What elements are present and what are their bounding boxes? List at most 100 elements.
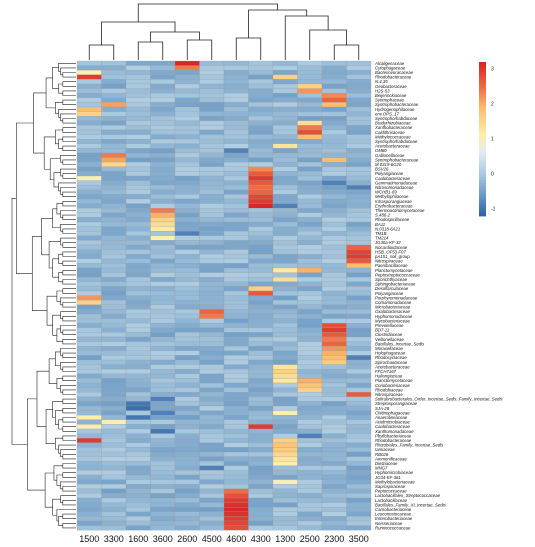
heatmap-cell (150, 369, 176, 374)
heatmap-cell (101, 125, 127, 131)
heatmap-cell (321, 378, 347, 384)
heatmap-cell (223, 387, 249, 393)
row-label: Anaerolineaceae (374, 415, 408, 420)
heatmap-cell (150, 129, 176, 135)
heatmap-cell (272, 341, 298, 347)
heatmap-cell (199, 277, 225, 282)
row-label: Caulobacteraceae (375, 424, 410, 429)
dendrogram-branch (55, 437, 63, 450)
heatmap-cell (297, 217, 323, 223)
heatmap-cell (346, 129, 372, 135)
dendrogram-branch (62, 417, 76, 423)
heatmap-cell (223, 378, 249, 384)
legend-color-step (479, 203, 486, 207)
heatmap-cell (223, 410, 249, 416)
row-label: Streptosporangiaceae (375, 401, 418, 406)
heatmap-cell (346, 507, 372, 512)
heatmap-cell (174, 470, 200, 476)
heatmap-cell (248, 208, 274, 213)
heatmap-cell (76, 60, 102, 66)
heatmap-cell (150, 401, 176, 407)
heatmap-cell (101, 382, 127, 388)
dendrogram-branch (62, 389, 76, 395)
heatmap-cell (272, 148, 298, 154)
heatmap-cell (297, 516, 323, 522)
heatmap-cell (248, 125, 274, 131)
heatmap-cell (174, 373, 200, 379)
heatmap-cell (346, 226, 372, 232)
legend-color-step (479, 156, 486, 160)
heatmap-cell (101, 212, 127, 218)
heatmap-cell (125, 309, 151, 315)
heatmap-cell (223, 415, 249, 420)
heatmap-cell (76, 364, 102, 370)
heatmap-cell (272, 120, 298, 126)
dendrogram-branch (62, 201, 76, 207)
heatmap-cell (297, 157, 323, 163)
heatmap-cell (125, 65, 151, 71)
heatmap-cell (297, 424, 323, 430)
heatmap-cell (321, 70, 347, 75)
heatmap-cell (76, 254, 102, 259)
heatmap-cell (174, 442, 200, 448)
heatmap-cell (297, 295, 323, 301)
dendrogram-branch (58, 83, 63, 94)
heatmap-cell (297, 175, 323, 181)
heatmap-cell (150, 157, 176, 163)
heatmap-cell (321, 106, 347, 112)
heatmap-cell (272, 97, 298, 103)
heatmap-cell (150, 97, 176, 103)
row-label: Sphingobacteriaceae (375, 282, 416, 287)
heatmap-cell (199, 88, 225, 94)
heatmap-cell (101, 442, 127, 448)
heatmap-cell (101, 428, 127, 434)
heatmap-cell (174, 286, 200, 292)
heatmap-cell (76, 341, 102, 347)
heatmap-cell (174, 474, 200, 480)
heatmap-cell (199, 208, 225, 213)
heatmap-cell (248, 511, 274, 517)
heatmap-cell (346, 157, 372, 163)
heatmap-cell (76, 415, 102, 420)
legend-color-step (479, 169, 486, 173)
dendrogram-branch (62, 242, 76, 248)
heatmap-cell (346, 231, 372, 236)
heatmap-cell (150, 171, 176, 177)
dendrogram-branch (58, 182, 76, 192)
heatmap-cell (346, 116, 372, 121)
heatmap-cell (150, 148, 176, 154)
heatmap-cell (272, 212, 298, 218)
heatmap-cell (76, 373, 102, 379)
heatmap-cell (272, 203, 298, 209)
heatmap-cell (321, 157, 347, 163)
heatmap-cell (346, 281, 372, 287)
row-label: FFCH7167 (375, 369, 397, 374)
heatmap-cell (223, 369, 249, 374)
heatmap-cell (223, 456, 249, 462)
heatmap-cell (76, 396, 102, 402)
heatmap-cell (223, 493, 249, 499)
legend-color-step (479, 74, 486, 78)
heatmap-cell (248, 111, 274, 117)
heatmap-cell (346, 79, 372, 85)
heatmap-cell (150, 336, 176, 342)
row-label: Caldithrixaceae (375, 130, 405, 135)
heatmap-cell (272, 461, 298, 466)
heatmap-cell (223, 249, 249, 255)
dendrogram-branch (58, 253, 63, 264)
heatmap-cell (150, 474, 176, 480)
heatmap-cell (346, 369, 372, 374)
heatmap-cell (76, 244, 102, 250)
heatmap-cell (297, 88, 323, 94)
heatmap-cell (346, 497, 372, 503)
heatmap-cell (297, 309, 323, 315)
heatmap-cell (150, 93, 176, 98)
heatmap-cell (174, 212, 200, 218)
heatmap-cell (346, 479, 372, 485)
heatmap-cell (297, 327, 323, 333)
heatmap-cell (76, 194, 102, 200)
row-label: Bacillales_Incertae_Sedis (375, 341, 425, 346)
heatmap-cell (272, 474, 298, 480)
heatmap-cell (125, 520, 151, 526)
heatmap-cell (321, 309, 347, 315)
